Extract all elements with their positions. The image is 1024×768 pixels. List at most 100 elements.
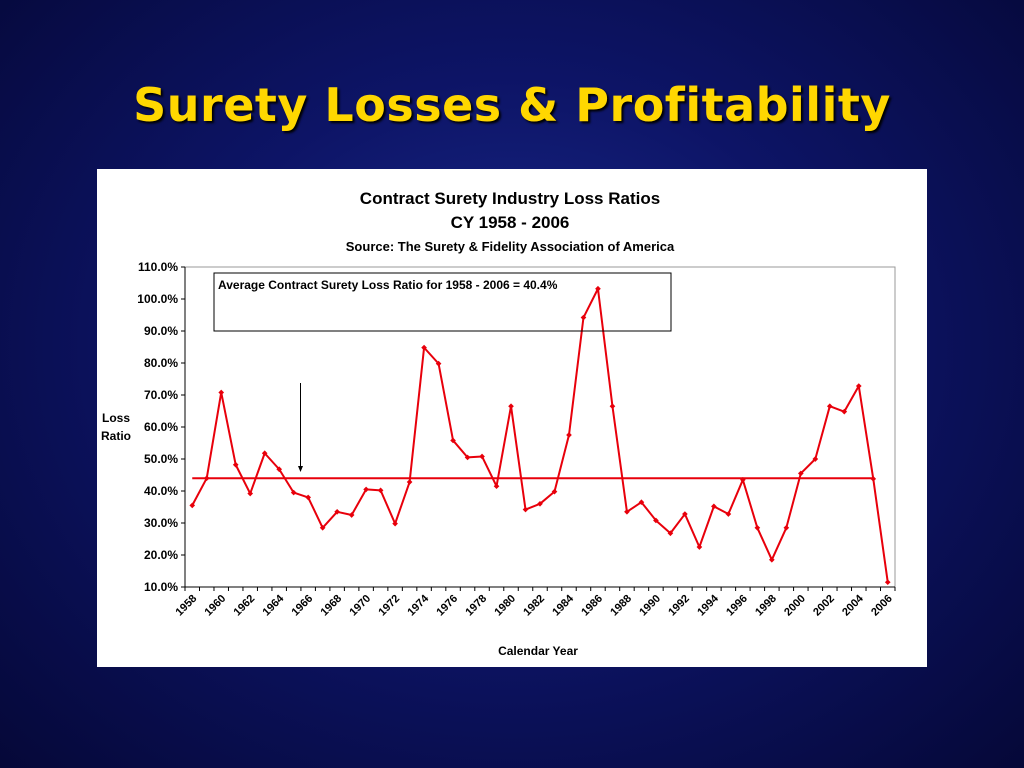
data-point [609, 403, 616, 410]
x-axis: 1958 1960 1962 1964 1966 1968 1970 1972 1974 1976… [174, 586, 896, 619]
data-point [479, 453, 485, 460]
data-point [377, 487, 384, 494]
data-point [203, 475, 210, 482]
x-tick-label: 1976 [434, 593, 460, 619]
x-tick-label: 1958 [174, 593, 200, 619]
y-tick-label: 50.0% [144, 452, 178, 466]
chart-title: Contract Surety Industry Loss Ratios [360, 189, 660, 208]
x-tick-label: 1980 [492, 593, 518, 619]
data-point [841, 408, 848, 415]
data-point [261, 450, 268, 457]
annotation-layer: Average Contract Surety Loss Ratio for 1… [213, 272, 672, 472]
data-point [522, 506, 529, 513]
data-point [363, 486, 369, 493]
data-point [638, 499, 645, 506]
x-axis-label: Calendar Year [498, 644, 578, 658]
chart-source: Source: The Surety & Fidelity Associatio… [346, 239, 675, 254]
data-point [276, 466, 283, 473]
data-point [290, 489, 297, 496]
x-tick-label: 1982 [521, 593, 547, 619]
y-axis-label-line2: Ratio [101, 429, 131, 443]
data-point [769, 556, 775, 563]
x-tick-label: 1996 [724, 593, 750, 619]
y-tick-label: 10.0% [144, 580, 178, 594]
x-tick-label: 1960 [203, 593, 229, 619]
y-tick-label: 70.0% [144, 388, 178, 402]
data-point [464, 454, 471, 461]
data-point [435, 360, 442, 367]
data-point [319, 524, 326, 531]
x-tick-label: 1972 [376, 593, 402, 619]
data-point [508, 403, 514, 410]
x-tick-label: 1994 [695, 592, 721, 618]
data-point [725, 511, 732, 517]
data-point [624, 508, 630, 515]
data-point [493, 483, 500, 490]
x-tick-label: 1964 [261, 592, 287, 618]
plot-area [184, 266, 896, 588]
annotation-box [213, 272, 672, 332]
data-point [450, 437, 456, 444]
data-point [334, 508, 340, 515]
data-point [189, 502, 196, 509]
y-tick-label: 100.0% [137, 292, 178, 306]
data-point [754, 524, 761, 531]
data-point [406, 479, 413, 485]
series-layer [189, 285, 891, 586]
x-tick-label: 2006 [869, 593, 895, 619]
data-point [797, 470, 804, 477]
data-point [580, 314, 587, 321]
y-axis-label-line1: Loss [102, 411, 130, 425]
x-tick-label: 1966 [289, 593, 315, 619]
data-point [348, 512, 355, 518]
y-tick-label: 30.0% [144, 516, 178, 530]
x-tick-label: 1974 [405, 592, 431, 618]
data-point [653, 517, 659, 524]
data-point [826, 403, 833, 410]
chart-subtitle: CY 1958 - 2006 [451, 213, 570, 232]
x-tick-label: 1962 [232, 593, 258, 619]
data-point [667, 530, 674, 537]
loss-ratio-chart: Contract Surety Industry Loss Ratios CY … [101, 189, 896, 658]
data-point [551, 488, 558, 495]
x-tick-label: 1992 [666, 593, 692, 619]
y-tick-label: 90.0% [144, 324, 178, 338]
y-tick-label: 110.0% [138, 260, 178, 274]
y-axis: 10.0% 20.0% 30.0% 40.0% 50.0% 60.0% 70.0% 80.0%… [137, 260, 186, 594]
x-tick-label: 1986 [579, 593, 605, 619]
data-point [812, 456, 819, 462]
data-point [783, 524, 790, 531]
x-tick-label: 1970 [347, 593, 373, 619]
data-point [711, 503, 717, 510]
data-point [421, 344, 427, 351]
series-line [191, 287, 889, 583]
x-tick-label: 1984 [550, 592, 576, 618]
y-tick-label: 80.0% [144, 356, 178, 370]
data-point [232, 461, 239, 468]
data-point [740, 476, 746, 483]
data-point [566, 432, 572, 438]
x-tick-label: 1990 [637, 593, 663, 619]
annotation-arrowhead [298, 466, 303, 472]
plot-border [184, 266, 896, 588]
data-point [855, 383, 862, 389]
slide-title: Surety Losses & Profitability [133, 78, 891, 132]
x-tick-label: 2004 [840, 592, 866, 618]
data-point [392, 520, 398, 527]
x-tick-label: 2002 [811, 593, 837, 619]
chart-panel: Contract Surety Industry Loss Ratios CY … [97, 169, 927, 667]
data-point [696, 544, 703, 550]
data-point [247, 490, 254, 497]
annotation-text: Average Contract Surety Loss Ratio for 1… [218, 278, 558, 292]
x-tick-label: 1968 [318, 593, 344, 619]
x-tick-label: 1988 [608, 593, 634, 619]
x-tick-label: 1978 [463, 593, 489, 619]
data-point [537, 500, 543, 507]
data-point [884, 579, 891, 586]
y-tick-label: 40.0% [144, 484, 178, 498]
data-point [218, 389, 225, 396]
y-tick-label: 60.0% [144, 420, 178, 434]
data-point [870, 476, 877, 482]
data-point [305, 494, 311, 501]
data-point [682, 511, 688, 517]
